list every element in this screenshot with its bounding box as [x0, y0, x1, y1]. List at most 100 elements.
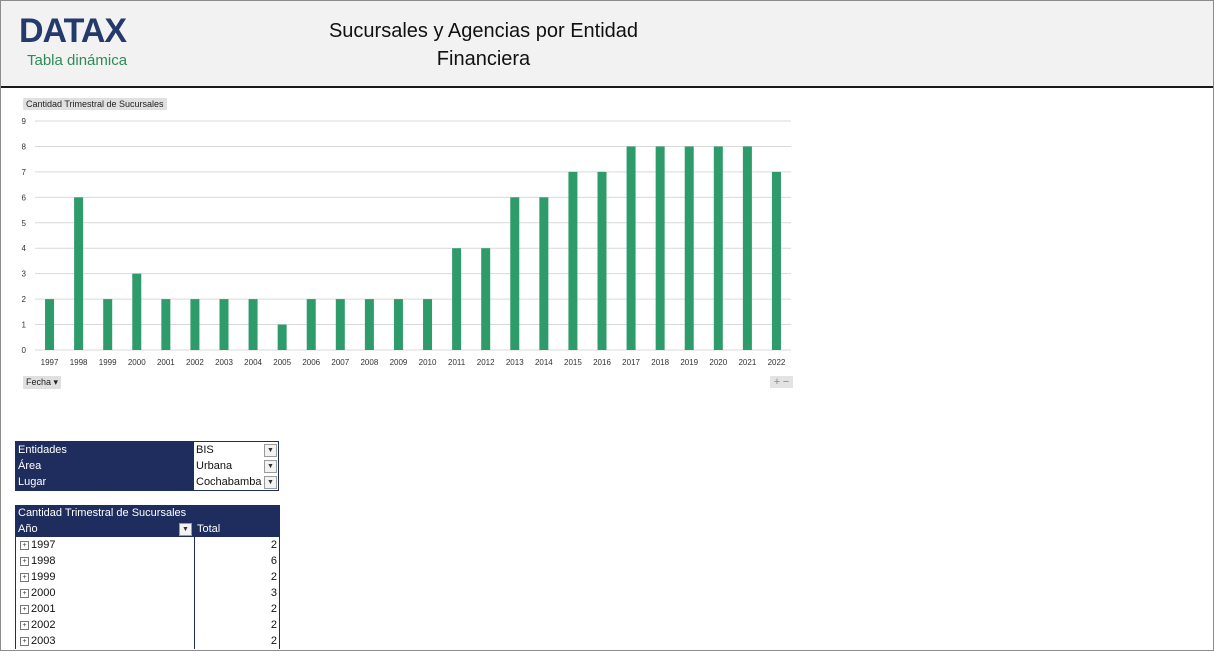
row-year-cell[interactable]: +2000 — [15, 585, 195, 601]
filter-value-cell[interactable]: Urbana ▼ — [194, 458, 279, 474]
table-row: +2002 2 — [15, 617, 280, 633]
pivot-header-blank — [194, 505, 280, 521]
year-filter-dropdown-icon[interactable]: ▼ — [179, 523, 192, 536]
filter-icon[interactable]: ▼ — [264, 460, 277, 473]
y-tick-label: 9 — [22, 117, 27, 126]
bar-chart: 0 1 2 3 4 5 6 7 8 9 1997 1998 1999 2000 2001 2002 2003 20… — [22, 117, 791, 367]
x-tick-label: 2006 — [302, 358, 320, 367]
row-year-cell[interactable]: +2003 — [15, 633, 195, 649]
row-year-cell[interactable]: +1997 — [15, 537, 195, 553]
bar — [597, 171, 607, 350]
x-tick-label: 2018 — [651, 358, 669, 367]
row-year: 2003 — [31, 635, 56, 647]
bar — [74, 197, 84, 350]
bar — [539, 197, 549, 350]
bar — [742, 146, 752, 350]
x-tick-label: 2001 — [157, 358, 175, 367]
y-tick-label: 8 — [22, 142, 27, 151]
row-year: 2002 — [31, 619, 56, 631]
table-row: +1998 6 — [15, 553, 280, 569]
table-row: +1997 2 — [15, 537, 280, 553]
x-tick-label: 2007 — [331, 358, 349, 367]
row-year: 1999 — [31, 571, 56, 583]
x-tick-label: 2014 — [535, 358, 553, 367]
x-tick-label: 2022 — [768, 358, 786, 367]
filter-row: Entidades BIS ▼ — [15, 441, 279, 458]
page-title-line-2: Financiera — [436, 48, 531, 70]
bar — [452, 248, 462, 350]
bar — [45, 299, 55, 350]
bar — [684, 146, 694, 350]
bar — [393, 299, 403, 350]
bar — [277, 324, 287, 350]
row-total: 2 — [194, 633, 280, 649]
bar — [423, 299, 433, 350]
pivot-header-row: Año ▼ Total — [15, 521, 280, 537]
x-tick-label: 2004 — [244, 358, 262, 367]
bar — [161, 299, 171, 350]
y-tick-label: 1 — [22, 321, 27, 330]
bar — [190, 299, 200, 350]
row-year: 2000 — [31, 587, 56, 599]
dropdown-arrow-icon: ▾ — [53, 377, 59, 387]
filter-icon[interactable]: ▼ — [264, 444, 277, 457]
expand-icon[interactable]: + — [20, 541, 29, 550]
x-tick-label: 1999 — [99, 358, 117, 367]
x-tick-label: 2008 — [360, 358, 378, 367]
bar — [103, 299, 113, 350]
x-tick-label: 2020 — [709, 358, 727, 367]
bar — [655, 146, 665, 350]
x-tick-label: 1998 — [70, 358, 88, 367]
value-field-button[interactable]: Cantidad Trimestral de Sucursales — [23, 98, 167, 110]
expand-icon[interactable]: + — [20, 557, 29, 566]
bar — [568, 171, 578, 350]
filter-row: Lugar Cochabamba ▼ — [15, 474, 279, 491]
axis-field-button[interactable]: Fecha ▾ — [23, 376, 62, 389]
x-tick-label: 2015 — [564, 358, 582, 367]
filter-value-cell[interactable]: Cochabamba ▼ — [194, 474, 279, 491]
report-filters: Entidades BIS ▼ Área Urbana ▼ Lugar Cochab… — [15, 441, 279, 491]
datax-logo: DATAX — [19, 12, 127, 50]
page-title: Sucursales y Agencias por Entidad Financ… — [301, 17, 666, 73]
collapse-field-button[interactable]: − — [782, 376, 790, 388]
pivot-col-year[interactable]: Año ▼ — [15, 521, 195, 537]
bar — [713, 146, 723, 350]
filter-value: Urbana — [196, 460, 233, 472]
row-total: 3 — [194, 585, 280, 601]
expand-icon[interactable]: + — [20, 637, 29, 646]
pivot-title-row: Cantidad Trimestral de Sucursales — [15, 505, 280, 521]
page-header: DATAX Tabla dinámica Sucursales y Agenci… — [1, 1, 1213, 88]
expand-field-button[interactable]: + — [773, 376, 781, 388]
x-tick-label: 2019 — [680, 358, 698, 367]
row-year-cell[interactable]: +1998 — [15, 553, 195, 569]
expand-icon[interactable]: + — [20, 605, 29, 614]
row-year-cell[interactable]: +2002 — [15, 617, 195, 633]
y-tick-label: 5 — [22, 219, 27, 228]
filter-value-cell[interactable]: BIS ▼ — [194, 441, 279, 458]
y-tick-label: 3 — [22, 270, 27, 279]
bar — [306, 299, 316, 350]
x-tick-label: 2013 — [506, 358, 524, 367]
row-year: 1997 — [31, 539, 56, 551]
y-tick-label: 4 — [22, 244, 27, 253]
table-row: +2001 2 — [15, 601, 280, 617]
expand-icon[interactable]: + — [20, 621, 29, 630]
row-year: 1998 — [31, 555, 56, 567]
bar — [219, 299, 229, 350]
bar — [510, 197, 520, 350]
year-header-label: Año — [18, 523, 38, 535]
row-year: 2001 — [31, 603, 56, 615]
x-tick-label: 1997 — [41, 358, 59, 367]
expand-icon[interactable]: + — [20, 589, 29, 598]
row-year-cell[interactable]: +2001 — [15, 601, 195, 617]
bar — [481, 248, 491, 350]
filter-icon[interactable]: ▼ — [264, 476, 277, 489]
filter-label: Entidades — [15, 441, 194, 458]
expand-icon[interactable]: + — [20, 573, 29, 582]
x-tick-label: 2016 — [593, 358, 611, 367]
filter-value: BIS — [196, 444, 214, 456]
row-year-cell[interactable]: +1999 — [15, 569, 195, 585]
table-row: +2000 3 — [15, 585, 280, 601]
axis-field-label: Fecha — [26, 377, 52, 387]
